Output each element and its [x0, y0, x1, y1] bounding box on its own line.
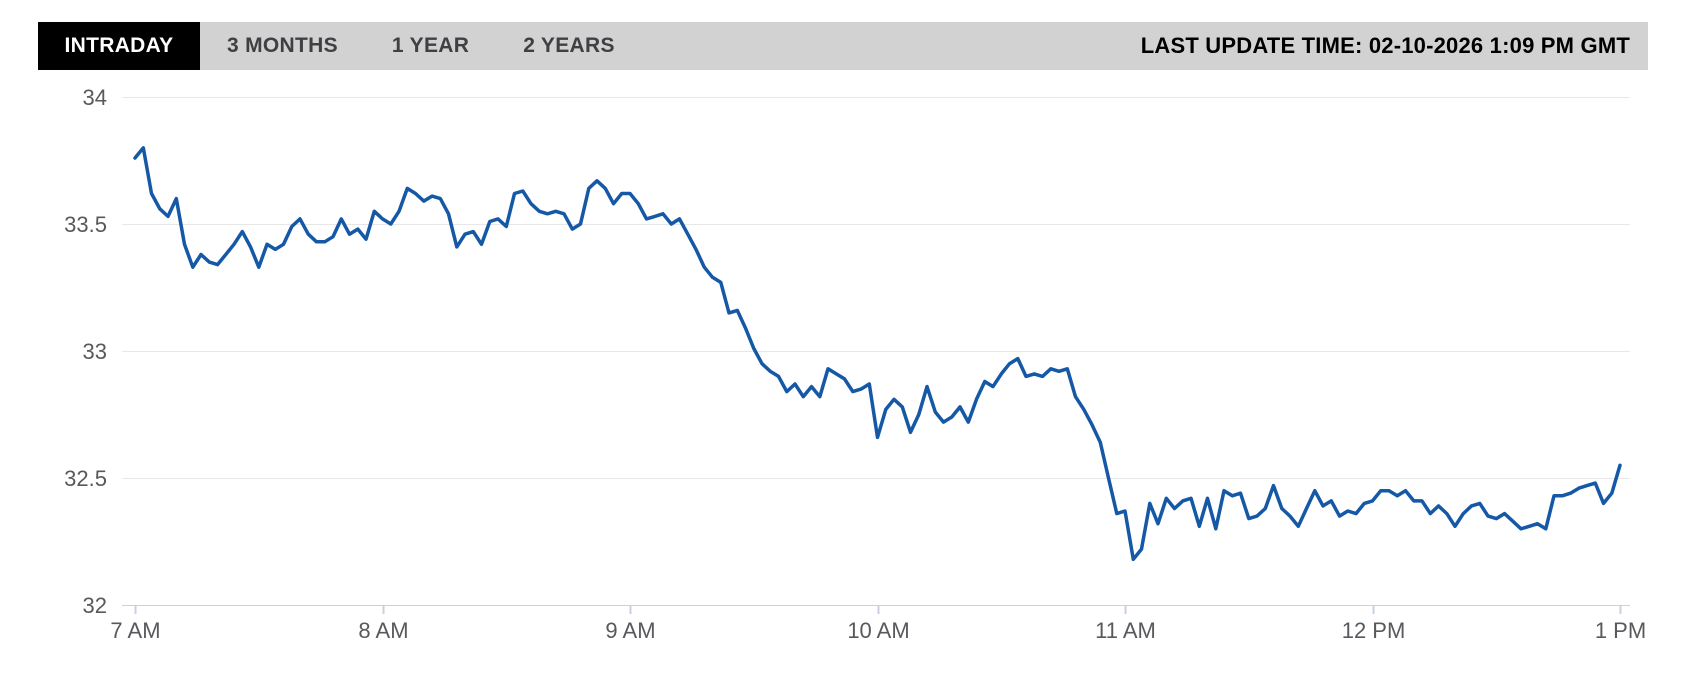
last-update-time: LAST UPDATE TIME: 02-10-2026 1:09 PM GMT	[1140, 33, 1630, 58]
x-axis-label: 7 AM	[110, 618, 160, 643]
tab-3-months[interactable]: 3 MONTHS	[227, 34, 338, 57]
price-line[interactable]	[133, 146, 1622, 562]
y-axis-label: 33.5	[64, 212, 107, 237]
x-axis-label: 1 PM	[1595, 618, 1646, 643]
period-tab-bar: INTRADAY 3 MONTHS 1 YEAR 2 YEARS LAST UP…	[38, 22, 1648, 70]
x-axis-label: 9 AM	[605, 618, 655, 643]
x-axis-label: 10 AM	[847, 618, 909, 643]
y-axis-label: 34	[83, 85, 107, 110]
tab-intraday[interactable]: INTRADAY	[38, 22, 200, 70]
x-axis-label: 12 PM	[1342, 618, 1406, 643]
x-axis-label: 8 AM	[358, 618, 408, 643]
y-axis-label: 32.5	[64, 466, 107, 491]
y-axis-label: 32	[83, 593, 107, 618]
tab-2-years[interactable]: 2 YEARS	[523, 34, 615, 57]
y-axis-label: 33	[83, 339, 107, 364]
tab-1-year[interactable]: 1 YEAR	[391, 34, 470, 57]
x-axis-label: 11 AM	[1095, 618, 1156, 643]
